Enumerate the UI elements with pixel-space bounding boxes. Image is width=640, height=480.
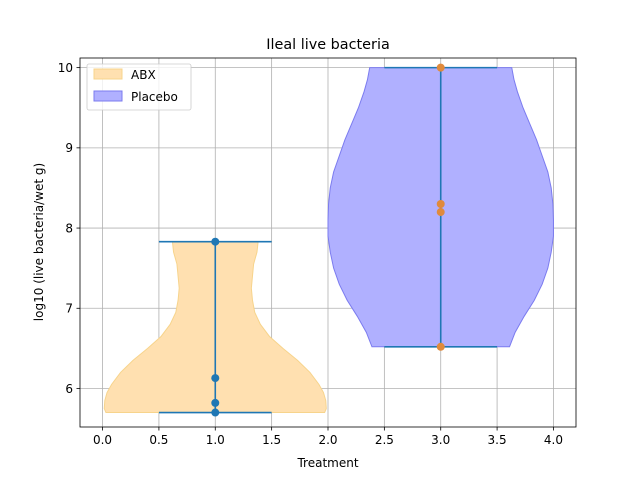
y-tick-label: 10 xyxy=(58,61,73,75)
data-point-abx xyxy=(211,237,220,246)
x-tick-label: 3.5 xyxy=(488,433,507,447)
x-tick-label: 1.0 xyxy=(206,433,225,447)
legend-label-placebo: Placebo xyxy=(131,90,178,104)
x-axis-label: Treatment xyxy=(296,456,358,470)
y-tick-label: 7 xyxy=(65,302,73,316)
legend: ABX Placebo xyxy=(86,63,192,111)
data-point-abx xyxy=(211,398,220,407)
legend-swatch-placebo xyxy=(93,90,123,102)
x-tick-label: 4.0 xyxy=(544,433,563,447)
legend-swatch-abx xyxy=(93,68,123,80)
x-tick-label: 0.5 xyxy=(149,433,168,447)
data-point-placebo xyxy=(436,199,445,208)
legend-label-abx: ABX xyxy=(131,68,156,82)
y-tick-label: 8 xyxy=(65,221,73,235)
y-axis-ticks: 6 7 8 9 10 xyxy=(58,61,80,396)
x-tick-label: 2.0 xyxy=(318,433,337,447)
chart-title: Ileal live bacteria xyxy=(266,37,390,53)
x-tick-label: 1.5 xyxy=(262,433,281,447)
x-tick-label: 0.0 xyxy=(93,433,112,447)
x-tick-label: 3.0 xyxy=(431,433,450,447)
x-axis-ticks: 0.0 0.5 1.0 1.5 2.0 2.5 3.0 3.5 4.0 xyxy=(93,427,563,447)
data-point-abx xyxy=(211,408,220,417)
data-points xyxy=(211,63,445,417)
data-point-abx xyxy=(211,374,220,383)
y-tick-label: 9 xyxy=(65,141,73,155)
data-point-placebo xyxy=(436,63,445,72)
y-tick-label: 6 xyxy=(65,382,73,396)
data-point-placebo xyxy=(436,208,445,217)
x-tick-label: 2.5 xyxy=(375,433,394,447)
y-axis-label: log10 (live bacteria/wet g) xyxy=(32,163,46,321)
data-point-placebo xyxy=(436,342,445,351)
